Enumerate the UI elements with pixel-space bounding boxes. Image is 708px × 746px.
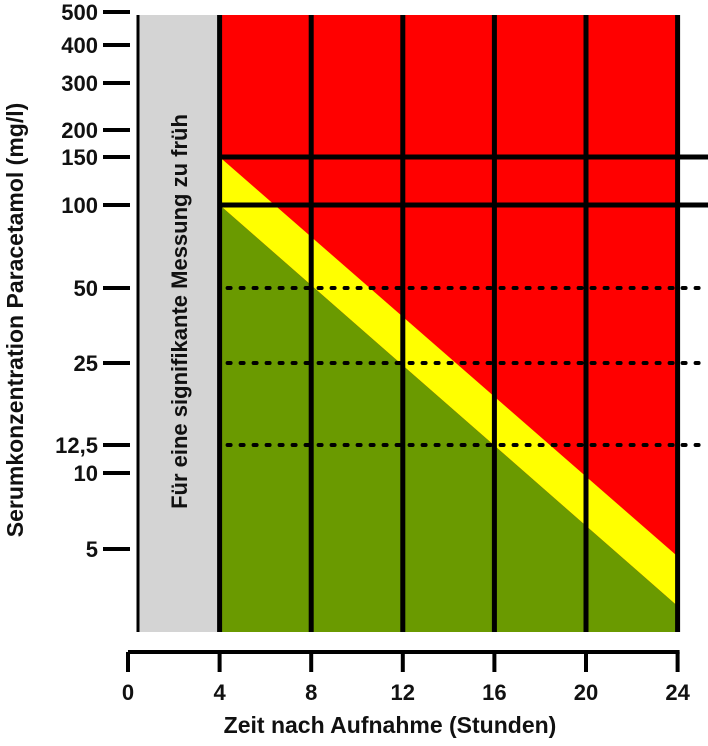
x-tick-label: 24 [665,680,690,705]
x-tick-label: 8 [305,680,317,705]
x-tick-label: 12 [391,680,415,705]
x-tick-label: 0 [122,680,134,705]
x-tick-label: 4 [213,680,226,705]
y-tick-label: 12,5 [55,433,98,458]
x-axis-title: Zeit nach Aufnahme (Stunden) [224,712,557,738]
y-tick-label: 200 [61,118,98,143]
y-tick-label: 10 [74,461,98,486]
too-early-region [138,15,220,632]
y-axis-title: Serumkonzentration Paracetamol (mg/l) [2,103,28,538]
y-tick-label: 300 [61,71,98,96]
y-tick-label: 5 [86,537,98,562]
zone-yellow [219,157,678,607]
y-tick-label: 400 [61,33,98,58]
y-tick-label: 150 [61,145,98,170]
x-tick-label: 16 [482,680,506,705]
too-early-label: Für eine signifikante Messung zu früh [167,114,192,509]
y-tick-label: 50 [74,276,98,301]
y-tick-label: 500 [61,0,98,25]
x-tick-label: 20 [574,680,598,705]
y-tick-label: 100 [61,193,98,218]
y-tick-label: 25 [74,351,98,376]
zone-green [219,205,678,632]
